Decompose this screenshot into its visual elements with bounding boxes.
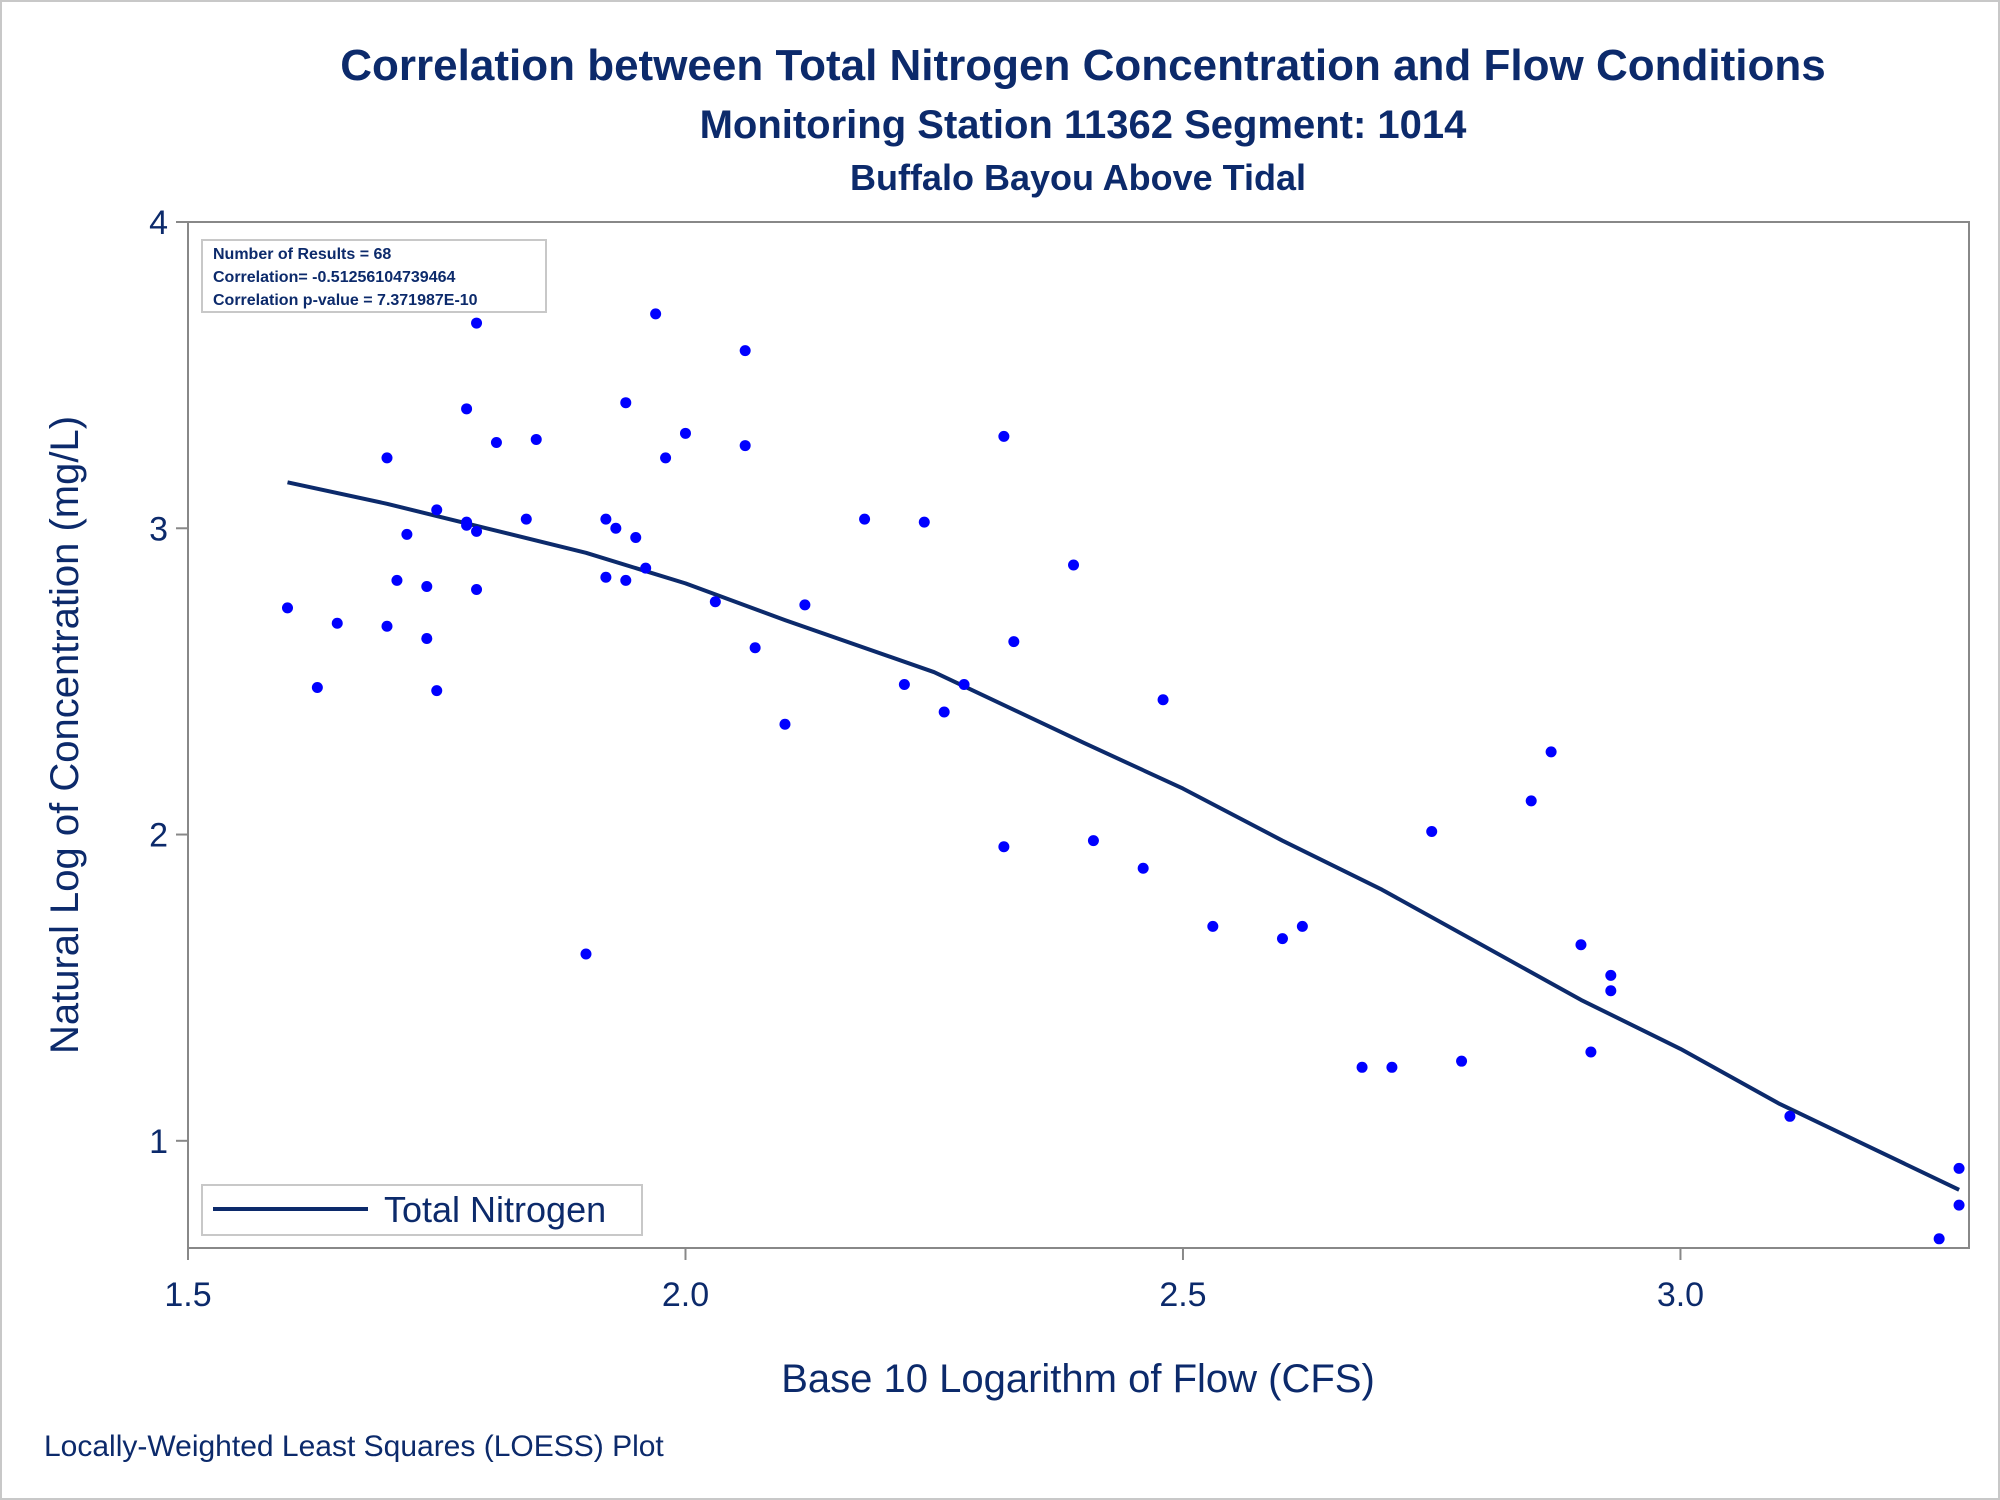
data-point [898,678,910,690]
data-point [1575,939,1587,951]
data-point [431,504,443,516]
data-point [1784,1110,1796,1122]
stats-count: Number of Results = 68 [213,246,391,263]
data-point [650,308,662,320]
data-point [640,562,652,574]
data-point [421,633,433,645]
data-point [938,706,950,718]
data-point [520,513,532,525]
y-tick-label: 3 [149,510,168,548]
data-point [630,531,642,543]
stats-box: Number of Results = 68 Correlation= -0.5… [201,239,547,313]
data-point [610,522,622,534]
data-point [1137,862,1149,874]
data-point [739,345,751,357]
data-point [660,452,672,464]
data-point [1296,920,1308,932]
data-point [401,528,413,540]
data-point [1545,746,1557,758]
data-point [1585,1046,1597,1058]
x-tick-label: 2.5 [1159,1276,1206,1314]
x-tick-label: 1.5 [164,1276,211,1314]
loess-line [287,480,1960,1192]
y-axis-label: Natural Log of Concentration (mg/L) [43,416,87,1054]
y-tick-label: 4 [149,204,168,242]
y-tick-label: 1 [149,1123,168,1161]
data-point [1525,795,1537,807]
data-point [431,685,443,697]
data-point [311,682,323,694]
data-point [620,574,632,586]
data-point [530,433,542,445]
data-point [958,678,970,690]
data-point [679,427,691,439]
x-axis: 1.5 2.0 2.5 3.0 [164,1248,1704,1314]
y-tick-label: 2 [149,817,168,855]
loess-line-group [287,480,1960,1192]
footnote: Locally-Weighted Least Squares (LOESS) P… [44,1430,664,1463]
x-tick-label: 3.0 [1657,1276,1704,1314]
data-point [381,620,393,632]
data-point [381,452,393,464]
data-point [1068,559,1080,571]
data-point [1933,1233,1945,1245]
data-point [1953,1162,1965,1174]
data-point [1605,985,1617,997]
stats-correlation: Correlation= -0.51256104739464 [213,269,455,286]
data-point [998,841,1010,853]
data-point [600,513,612,525]
data-point [471,317,483,329]
data-point [1008,636,1020,648]
legend-label: Total Nitrogen [384,1189,606,1230]
data-point [580,948,592,960]
data-point [471,525,483,537]
data-point [490,437,502,449]
x-axis-label: Base 10 Logarithm of Flow (CFS) [781,1357,1375,1401]
data-point [1356,1061,1368,1073]
data-point [1087,835,1099,847]
y-axis: 1 2 3 4 [149,204,188,1161]
data-point [281,602,293,614]
data-point [1386,1061,1398,1073]
plot-area [187,221,1970,1249]
data-point [1157,694,1169,706]
data-point [918,516,930,528]
data-point [620,397,632,409]
chart-title: Correlation between Total Nitrogen Conce… [340,41,1825,90]
data-point [1426,825,1438,837]
data-point [1207,920,1219,932]
data-point [421,580,433,592]
data-point [331,617,343,629]
data-point [391,574,403,586]
data-point [779,718,791,730]
chart-subtitle-2: Buffalo Bayou Above Tidal [850,157,1306,198]
x-tick-label: 2.0 [662,1276,709,1314]
data-point [749,642,761,654]
data-point [739,440,751,452]
data-point [859,513,871,525]
data-point [709,596,721,608]
data-point [461,516,473,528]
data-point [799,599,811,611]
data-point [1953,1199,1965,1211]
data-point [1276,933,1288,945]
chart-subtitle: Monitoring Station 11362 Segment: 1014 [700,103,1468,147]
data-point [600,571,612,583]
stats-box-frame [201,239,547,313]
stats-p-value: Correlation p-value = 7.371987E-10 [213,292,478,309]
legend: Total Nitrogen [201,1184,643,1236]
data-point [471,584,483,596]
data-point [1456,1055,1468,1067]
data-point [461,403,473,415]
data-point [998,430,1010,442]
data-point [1605,969,1617,981]
